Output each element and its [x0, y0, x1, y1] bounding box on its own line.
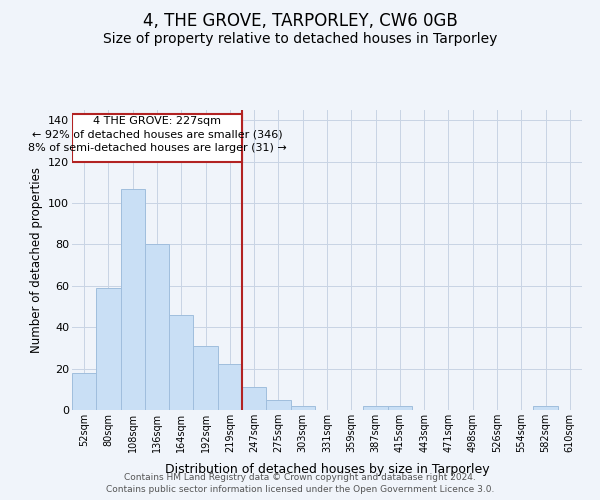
Text: 4 THE GROVE: 227sqm: 4 THE GROVE: 227sqm [93, 116, 221, 126]
Bar [218, 364, 242, 410]
Bar [169, 315, 193, 410]
Text: Contains HM Land Registry data © Crown copyright and database right 2024.: Contains HM Land Registry data © Crown c… [124, 473, 476, 482]
Bar [290, 406, 315, 410]
Text: ← 92% of detached houses are smaller (346): ← 92% of detached houses are smaller (34… [32, 130, 283, 140]
Bar [266, 400, 290, 410]
X-axis label: Distribution of detached houses by size in Tarporley: Distribution of detached houses by size … [164, 464, 490, 476]
Text: Contains public sector information licensed under the Open Government Licence 3.: Contains public sector information licen… [106, 486, 494, 494]
Bar [96, 288, 121, 410]
Text: 4, THE GROVE, TARPORLEY, CW6 0GB: 4, THE GROVE, TARPORLEY, CW6 0GB [143, 12, 457, 30]
Text: Size of property relative to detached houses in Tarporley: Size of property relative to detached ho… [103, 32, 497, 46]
Text: 8% of semi-detached houses are larger (31) →: 8% of semi-detached houses are larger (3… [28, 144, 286, 154]
Bar [121, 188, 145, 410]
Bar [388, 406, 412, 410]
Bar [242, 387, 266, 410]
Bar [193, 346, 218, 410]
Bar [364, 406, 388, 410]
Bar [72, 373, 96, 410]
FancyBboxPatch shape [72, 114, 242, 162]
Y-axis label: Number of detached properties: Number of detached properties [29, 167, 43, 353]
Bar [533, 406, 558, 410]
Bar [145, 244, 169, 410]
